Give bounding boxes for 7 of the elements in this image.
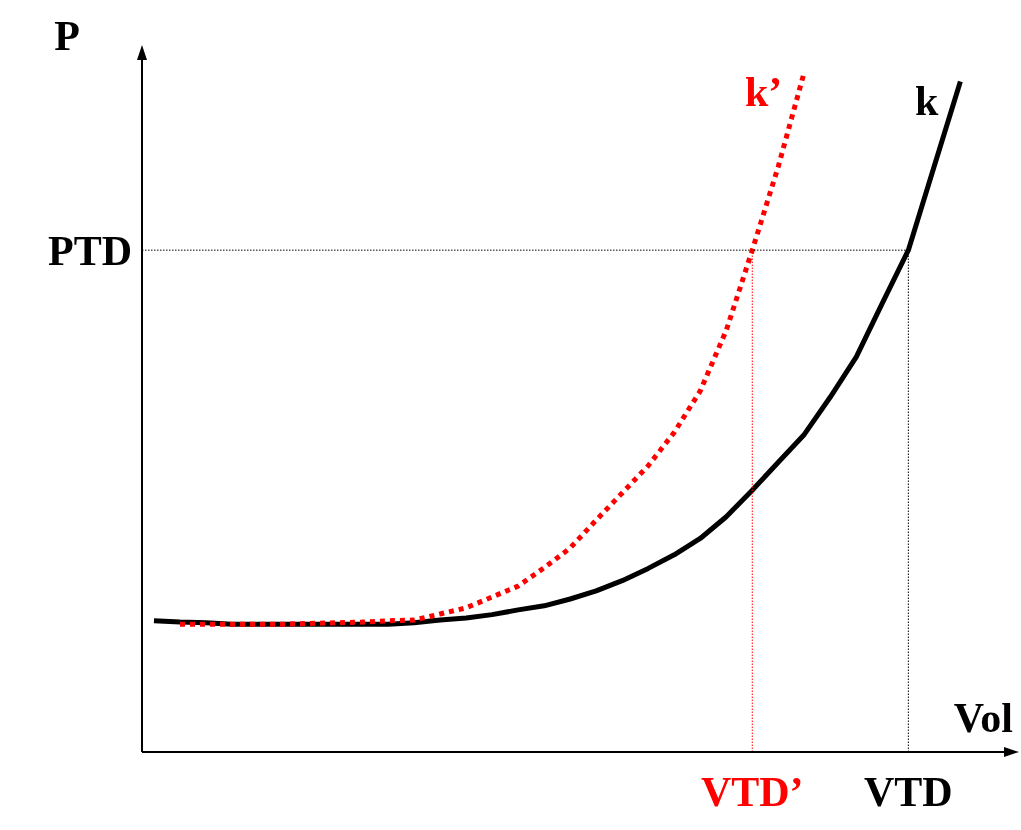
y-axis-title: P bbox=[54, 12, 80, 59]
series-label: k bbox=[915, 78, 940, 125]
x-tick-label: VTD bbox=[864, 768, 953, 815]
ref-line-label: PTD bbox=[48, 228, 132, 274]
series-label: k’ bbox=[744, 68, 783, 115]
x-tick-label: VTD’ bbox=[700, 768, 804, 815]
x-axis-title: Vol bbox=[953, 694, 1013, 741]
